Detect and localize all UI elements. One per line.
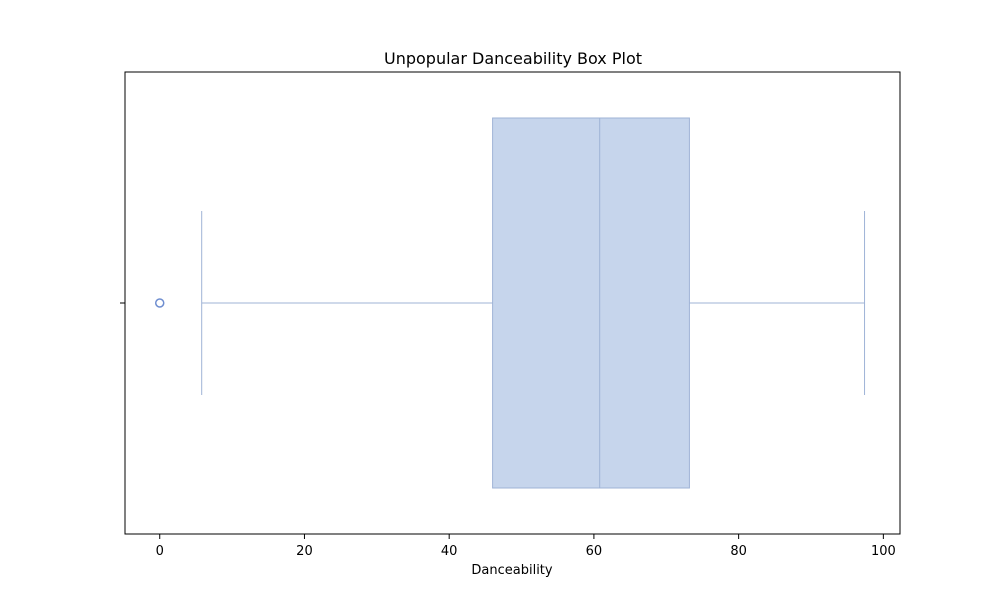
x-axis: 0 20 40 60 80 100: [156, 534, 896, 559]
x-tick-label: 20: [296, 544, 313, 559]
chart-title: Unpopular Danceability Box Plot: [384, 49, 642, 68]
x-tick-label: 100: [871, 544, 896, 559]
x-tick-label: 40: [441, 544, 458, 559]
outlier-point: [154, 298, 165, 308]
x-tick-label: 0: [156, 544, 164, 559]
x-axis-label: Danceability: [471, 563, 553, 578]
x-tick-label: 80: [730, 544, 747, 559]
box-plot-marks: [154, 117, 866, 489]
x-tick-label: 60: [586, 544, 603, 559]
interquartile-box: [492, 117, 690, 489]
